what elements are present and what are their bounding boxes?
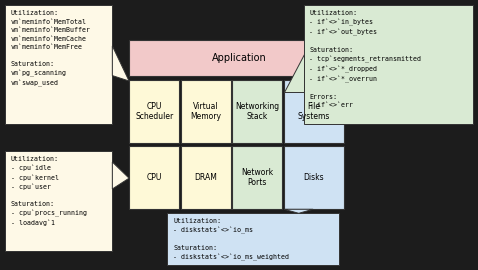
Bar bbox=[5, 5, 112, 124]
Bar bbox=[167, 213, 339, 265]
Polygon shape bbox=[112, 162, 129, 189]
Text: Network
Ports: Network Ports bbox=[241, 168, 273, 187]
Text: Utilization:
- diskstats`<>`io_ms

Saturation:
- diskstats`<>`io_ms_weighted: Utilization: - diskstats`<>`io_ms Satura… bbox=[173, 218, 289, 261]
Text: Virtual
Memory: Virtual Memory bbox=[190, 102, 221, 121]
Polygon shape bbox=[284, 209, 313, 213]
Polygon shape bbox=[112, 46, 129, 81]
Bar bbox=[304, 5, 473, 124]
Text: CPU
Scheduler: CPU Scheduler bbox=[135, 102, 174, 121]
Bar bbox=[232, 80, 282, 143]
Text: Utilization:
vm`meminfo`MemTotal
vm`meminfo`MemBuffer
vm`meminfo`MemCache
vm`mem: Utilization: vm`meminfo`MemTotal vm`memi… bbox=[11, 10, 90, 87]
Bar bbox=[129, 80, 179, 143]
Bar bbox=[129, 40, 349, 76]
Text: Utilization:
- if`<>`in_bytes
- if`<>`out_bytes

Saturation:
- tcp`segments_retr: Utilization: - if`<>`in_bytes - if`<>`ou… bbox=[309, 10, 421, 108]
Text: DRAM: DRAM bbox=[195, 173, 217, 182]
Text: Disks: Disks bbox=[304, 173, 324, 182]
Bar bbox=[129, 146, 179, 209]
Bar bbox=[5, 151, 112, 251]
Text: Utilization:
- cpu`idle
- cpu`kernel
- cpu`user

Saturation:
- cpu`procs_running: Utilization: - cpu`idle - cpu`kernel - c… bbox=[11, 156, 87, 226]
Text: File
Systems: File Systems bbox=[298, 102, 330, 121]
Bar bbox=[284, 146, 344, 209]
Text: CPU: CPU bbox=[146, 173, 162, 182]
Bar bbox=[181, 146, 231, 209]
Bar bbox=[181, 80, 231, 143]
Bar bbox=[284, 80, 344, 143]
Text: Networking
Stack: Networking Stack bbox=[235, 102, 280, 121]
Polygon shape bbox=[284, 54, 304, 92]
Text: Application: Application bbox=[212, 53, 266, 63]
Bar bbox=[232, 146, 282, 209]
